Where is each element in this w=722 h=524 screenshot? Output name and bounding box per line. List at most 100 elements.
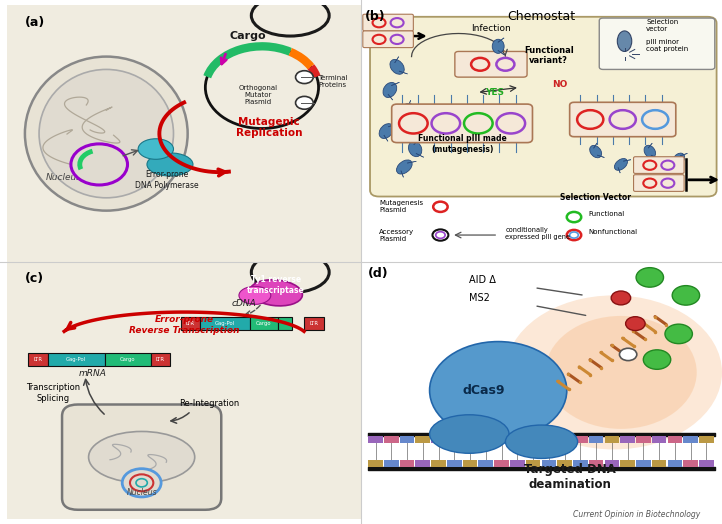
Text: cDNA: cDNA bbox=[232, 299, 256, 308]
Circle shape bbox=[636, 268, 664, 287]
Text: mRNA: mRNA bbox=[78, 369, 106, 378]
Bar bbox=[604, 436, 619, 443]
Bar bbox=[105, 353, 150, 366]
Ellipse shape bbox=[138, 139, 173, 159]
Ellipse shape bbox=[404, 103, 419, 117]
Text: LTR: LTR bbox=[186, 321, 195, 326]
Ellipse shape bbox=[614, 159, 627, 170]
Text: Chemostat: Chemostat bbox=[508, 10, 575, 24]
Circle shape bbox=[122, 468, 161, 497]
Circle shape bbox=[619, 348, 637, 361]
Text: conditionally
expressed pIII gene: conditionally expressed pIII gene bbox=[505, 227, 570, 241]
Text: Selection Vector: Selection Vector bbox=[560, 193, 630, 202]
Ellipse shape bbox=[255, 0, 326, 34]
Text: Functional pIII made
(mutagenesis): Functional pIII made (mutagenesis) bbox=[418, 134, 506, 154]
Bar bbox=[495, 460, 509, 467]
Bar bbox=[620, 460, 635, 467]
Ellipse shape bbox=[383, 82, 397, 97]
FancyBboxPatch shape bbox=[570, 102, 676, 137]
Ellipse shape bbox=[390, 59, 404, 74]
Ellipse shape bbox=[492, 39, 504, 53]
Text: Cargo: Cargo bbox=[230, 30, 266, 41]
Circle shape bbox=[665, 324, 692, 344]
Text: Gag-Pol: Gag-Pol bbox=[66, 357, 86, 362]
Text: (d): (d) bbox=[368, 267, 389, 280]
FancyBboxPatch shape bbox=[599, 18, 715, 70]
Text: Current Opinion in Biotechnology: Current Opinion in Biotechnology bbox=[573, 510, 700, 519]
Bar bbox=[652, 436, 666, 443]
Text: Nonfunctional: Nonfunctional bbox=[588, 228, 638, 235]
Text: AID Δ: AID Δ bbox=[469, 275, 496, 285]
Text: Terminal
Proteins: Terminal Proteins bbox=[318, 75, 348, 89]
FancyBboxPatch shape bbox=[363, 31, 413, 48]
Bar bbox=[510, 436, 525, 443]
Text: Cargo: Cargo bbox=[120, 357, 135, 362]
Bar bbox=[573, 460, 588, 467]
FancyBboxPatch shape bbox=[391, 104, 533, 143]
Circle shape bbox=[625, 316, 645, 331]
Text: Nucleus: Nucleus bbox=[46, 173, 82, 182]
Bar bbox=[479, 460, 493, 467]
Bar bbox=[699, 460, 713, 467]
Ellipse shape bbox=[505, 425, 578, 458]
Ellipse shape bbox=[89, 431, 195, 483]
Bar bbox=[699, 436, 713, 443]
FancyBboxPatch shape bbox=[634, 157, 684, 173]
Text: (b): (b) bbox=[365, 10, 386, 24]
Ellipse shape bbox=[250, 280, 303, 306]
Bar bbox=[250, 317, 278, 330]
Bar bbox=[463, 436, 477, 443]
Text: Mutagenic
Replication: Mutagenic Replication bbox=[236, 116, 303, 138]
Ellipse shape bbox=[251, 0, 329, 36]
Bar bbox=[48, 353, 105, 366]
Text: LTR: LTR bbox=[34, 357, 43, 362]
Bar bbox=[400, 436, 414, 443]
Bar bbox=[200, 317, 250, 330]
FancyBboxPatch shape bbox=[0, 0, 375, 270]
Text: Error-prone
DNA Polymerase: Error-prone DNA Polymerase bbox=[134, 170, 199, 190]
Bar bbox=[668, 460, 682, 467]
Text: Gag-Pol: Gag-Pol bbox=[214, 321, 235, 326]
Ellipse shape bbox=[379, 124, 393, 138]
Ellipse shape bbox=[251, 252, 329, 293]
Ellipse shape bbox=[147, 153, 193, 176]
Text: (a): (a) bbox=[25, 16, 45, 28]
Text: YES: YES bbox=[485, 88, 504, 97]
Circle shape bbox=[205, 46, 318, 128]
FancyBboxPatch shape bbox=[0, 257, 375, 524]
Text: Functional: Functional bbox=[588, 211, 625, 217]
Circle shape bbox=[295, 71, 313, 83]
Text: LTR: LTR bbox=[310, 321, 318, 326]
Text: Ty1 reverse
transcriptase: Ty1 reverse transcriptase bbox=[247, 276, 305, 295]
Text: Mutagenesis
Plasmid: Mutagenesis Plasmid bbox=[379, 200, 423, 213]
Bar bbox=[278, 317, 292, 330]
Bar bbox=[588, 436, 604, 443]
Bar bbox=[431, 436, 446, 443]
Ellipse shape bbox=[239, 287, 271, 304]
Text: Selection
vector: Selection vector bbox=[646, 19, 679, 32]
Bar bbox=[526, 436, 540, 443]
Bar bbox=[652, 460, 666, 467]
Ellipse shape bbox=[545, 316, 697, 429]
FancyBboxPatch shape bbox=[62, 405, 221, 510]
Circle shape bbox=[612, 291, 631, 305]
Ellipse shape bbox=[673, 153, 684, 166]
Bar bbox=[400, 460, 414, 467]
Text: Re-Integration: Re-Integration bbox=[179, 399, 239, 408]
Text: Orthogonal
Mutator
Plasmid: Orthogonal Mutator Plasmid bbox=[239, 85, 278, 105]
Bar bbox=[636, 460, 651, 467]
Bar bbox=[463, 460, 477, 467]
Ellipse shape bbox=[430, 342, 567, 439]
Bar bbox=[542, 436, 556, 443]
Text: NO: NO bbox=[552, 80, 567, 90]
Ellipse shape bbox=[255, 254, 326, 290]
Text: Functional
variant?: Functional variant? bbox=[524, 46, 573, 65]
Text: (c): (c) bbox=[25, 272, 44, 285]
FancyBboxPatch shape bbox=[634, 174, 684, 191]
Bar bbox=[683, 436, 698, 443]
Ellipse shape bbox=[430, 415, 509, 453]
Bar bbox=[557, 460, 572, 467]
Bar bbox=[620, 436, 635, 443]
Ellipse shape bbox=[617, 31, 632, 51]
Bar bbox=[573, 436, 588, 443]
